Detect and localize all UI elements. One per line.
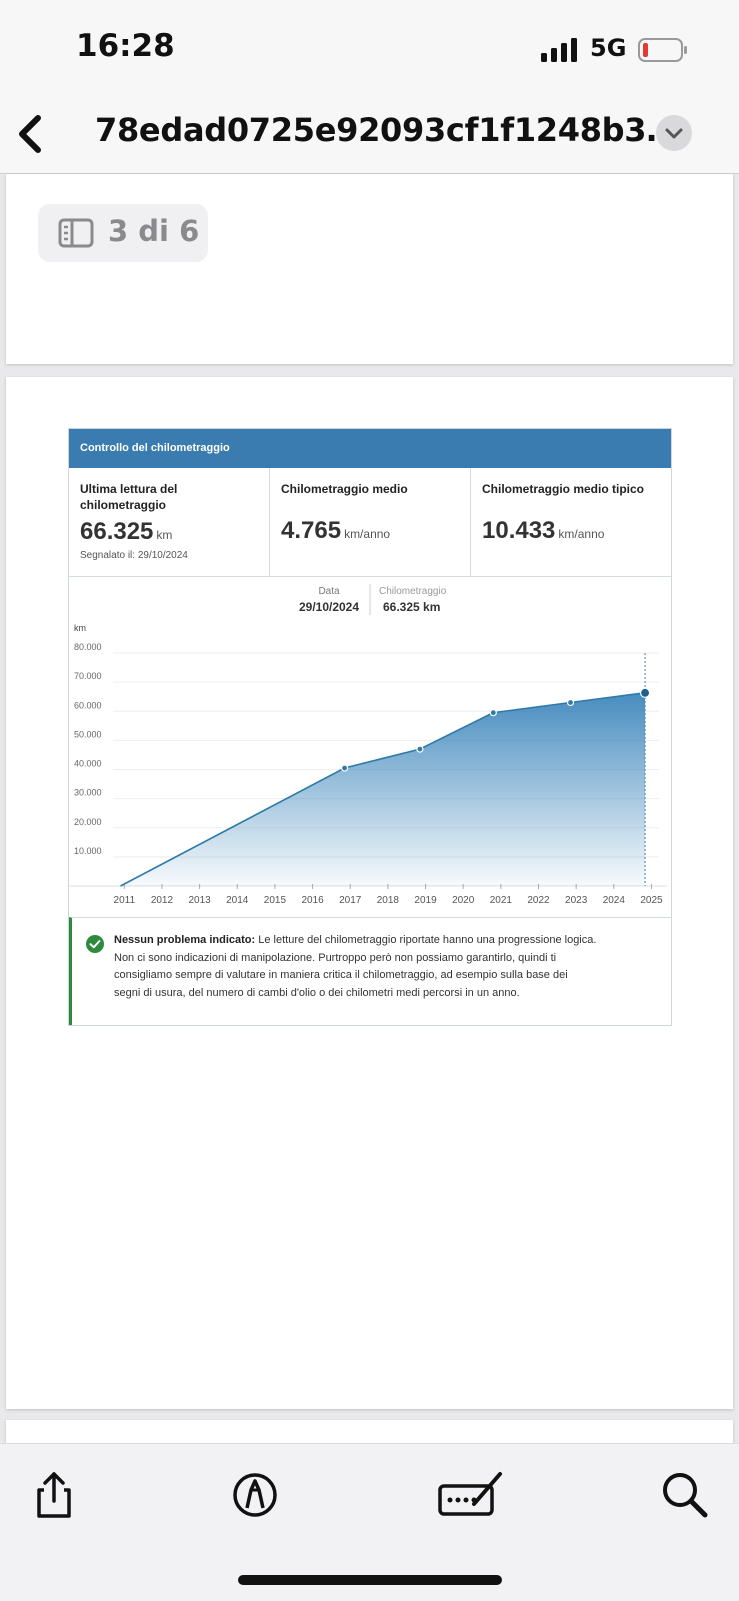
y-tick-label: 80.000 — [74, 642, 102, 652]
nav-bar: 78edad0725e92093cf1f1248b3… — [0, 95, 739, 174]
y-tick-label: 70.000 — [74, 671, 102, 681]
status-time: 16:28 — [76, 28, 175, 64]
data-point — [489, 709, 497, 717]
x-tick-label: 2025 — [640, 895, 663, 906]
chevron-left-icon[interactable] — [14, 109, 54, 159]
network-type: 5G — [590, 34, 627, 62]
x-tick-label: 2024 — [603, 895, 626, 906]
data-point — [639, 687, 651, 698]
home-indicator — [238, 1575, 502, 1585]
tooltip-km-value: 66.325 km — [383, 600, 440, 614]
report-header: Controllo del chilometraggio — [69, 429, 671, 468]
stat-label: Chilometraggio medio — [281, 482, 408, 496]
info-text: Nessun problema indicato: Le letture del… — [114, 934, 597, 999]
stat-label: Ultima lettura del chilometraggio — [80, 482, 178, 512]
y-tick-label: 10.000 — [74, 846, 102, 856]
chart-area — [120, 692, 646, 886]
search-icon[interactable] — [660, 1470, 710, 1520]
chevron-down-icon — [665, 128, 683, 139]
x-tick-label: 2013 — [188, 895, 211, 906]
mileage-report: Controllo del chilometraggio Ultima lett… — [68, 428, 672, 1026]
stat-average: Chilometraggio medio 4.765 km/anno — [270, 468, 470, 576]
x-tick-label: 2015 — [264, 895, 287, 906]
stat-value: 66.325 km — [80, 518, 173, 545]
chart-line — [120, 692, 646, 887]
x-tick-label: 2012 — [151, 895, 174, 906]
data-point — [566, 698, 575, 707]
page-indicator[interactable]: 3 di 6 — [38, 204, 208, 262]
pdf-page-current: Controllo del chilometraggio Ultima lett… — [6, 377, 733, 1409]
chart-tooltip: Data 29/10/2024 Chilometraggio 66.325 km — [299, 584, 447, 615]
stat-typical-average: Chilometraggio medio tipico 10.433 km/ann… — [471, 468, 671, 576]
page-indicator-label: 3 di 6 — [108, 214, 200, 248]
bottom-toolbar — [0, 1443, 739, 1601]
markup-icon[interactable] — [230, 1470, 280, 1520]
y-tick-label: 60.000 — [74, 700, 102, 710]
x-tick-label: 2020 — [452, 895, 475, 906]
x-tick-label: 2017 — [339, 895, 362, 906]
y-tick-label: 50.000 — [74, 729, 102, 739]
x-tick-label: 2018 — [377, 895, 400, 906]
tooltip-date-label: Data — [318, 586, 340, 597]
stat-value: 4.765 km/anno — [281, 517, 391, 544]
pdf-page-previous: 3 di 6 — [6, 174, 733, 364]
status-bar: 16:28 5G — [0, 0, 739, 95]
share-icon[interactable] — [29, 1470, 79, 1520]
title-menu-button[interactable] — [656, 115, 692, 151]
data-point — [416, 745, 424, 753]
document-title[interactable]: 78edad0725e92093cf1f1248b3… — [95, 111, 678, 149]
tooltip-km-label: Chilometraggio — [379, 586, 447, 597]
sidebar-icon — [58, 218, 94, 248]
tooltip-date-value: 29/10/2024 — [299, 600, 359, 614]
x-tick-label: 2011 — [114, 895, 136, 906]
data-point — [340, 764, 349, 772]
stat-label: Chilometraggio medio tipico — [482, 482, 645, 496]
stat-last-reading: Ultima lettura del chilometraggio 66.325 k… — [69, 468, 269, 576]
stat-divider — [470, 468, 471, 576]
stat-note: Segnalato il: 29/10/2024 — [80, 550, 188, 561]
y-tick-label: 40.000 — [74, 759, 102, 769]
stats-row: Ultima lettura del chilometraggio 66.325 k… — [69, 468, 671, 577]
info-box: Nessun problema indicato: Le letture del… — [69, 917, 672, 1025]
signal-icon — [541, 38, 577, 62]
mileage-chart: Data 29/10/2024 Chilometraggio 66.325 km… — [69, 584, 667, 906]
x-tick-label: 2023 — [565, 895, 588, 906]
signature-icon[interactable] — [438, 1470, 504, 1520]
x-tick-label: 2016 — [301, 895, 324, 906]
y-tick-label: 30.000 — [74, 788, 102, 798]
stat-divider — [269, 468, 270, 576]
x-tick-label: 2019 — [414, 895, 437, 906]
x-tick-label: 2021 — [490, 895, 513, 906]
battery-icon — [638, 38, 687, 62]
x-tick-label: 2014 — [226, 895, 249, 906]
report-title: Controllo del chilometraggio — [80, 442, 230, 454]
check-circle-icon — [86, 935, 104, 953]
x-tick-label: 2022 — [527, 895, 550, 906]
y-tick-label: 20.000 — [74, 817, 102, 827]
y-axis-label: km — [74, 623, 86, 633]
stat-value: 10.433 km/anno — [482, 517, 605, 544]
